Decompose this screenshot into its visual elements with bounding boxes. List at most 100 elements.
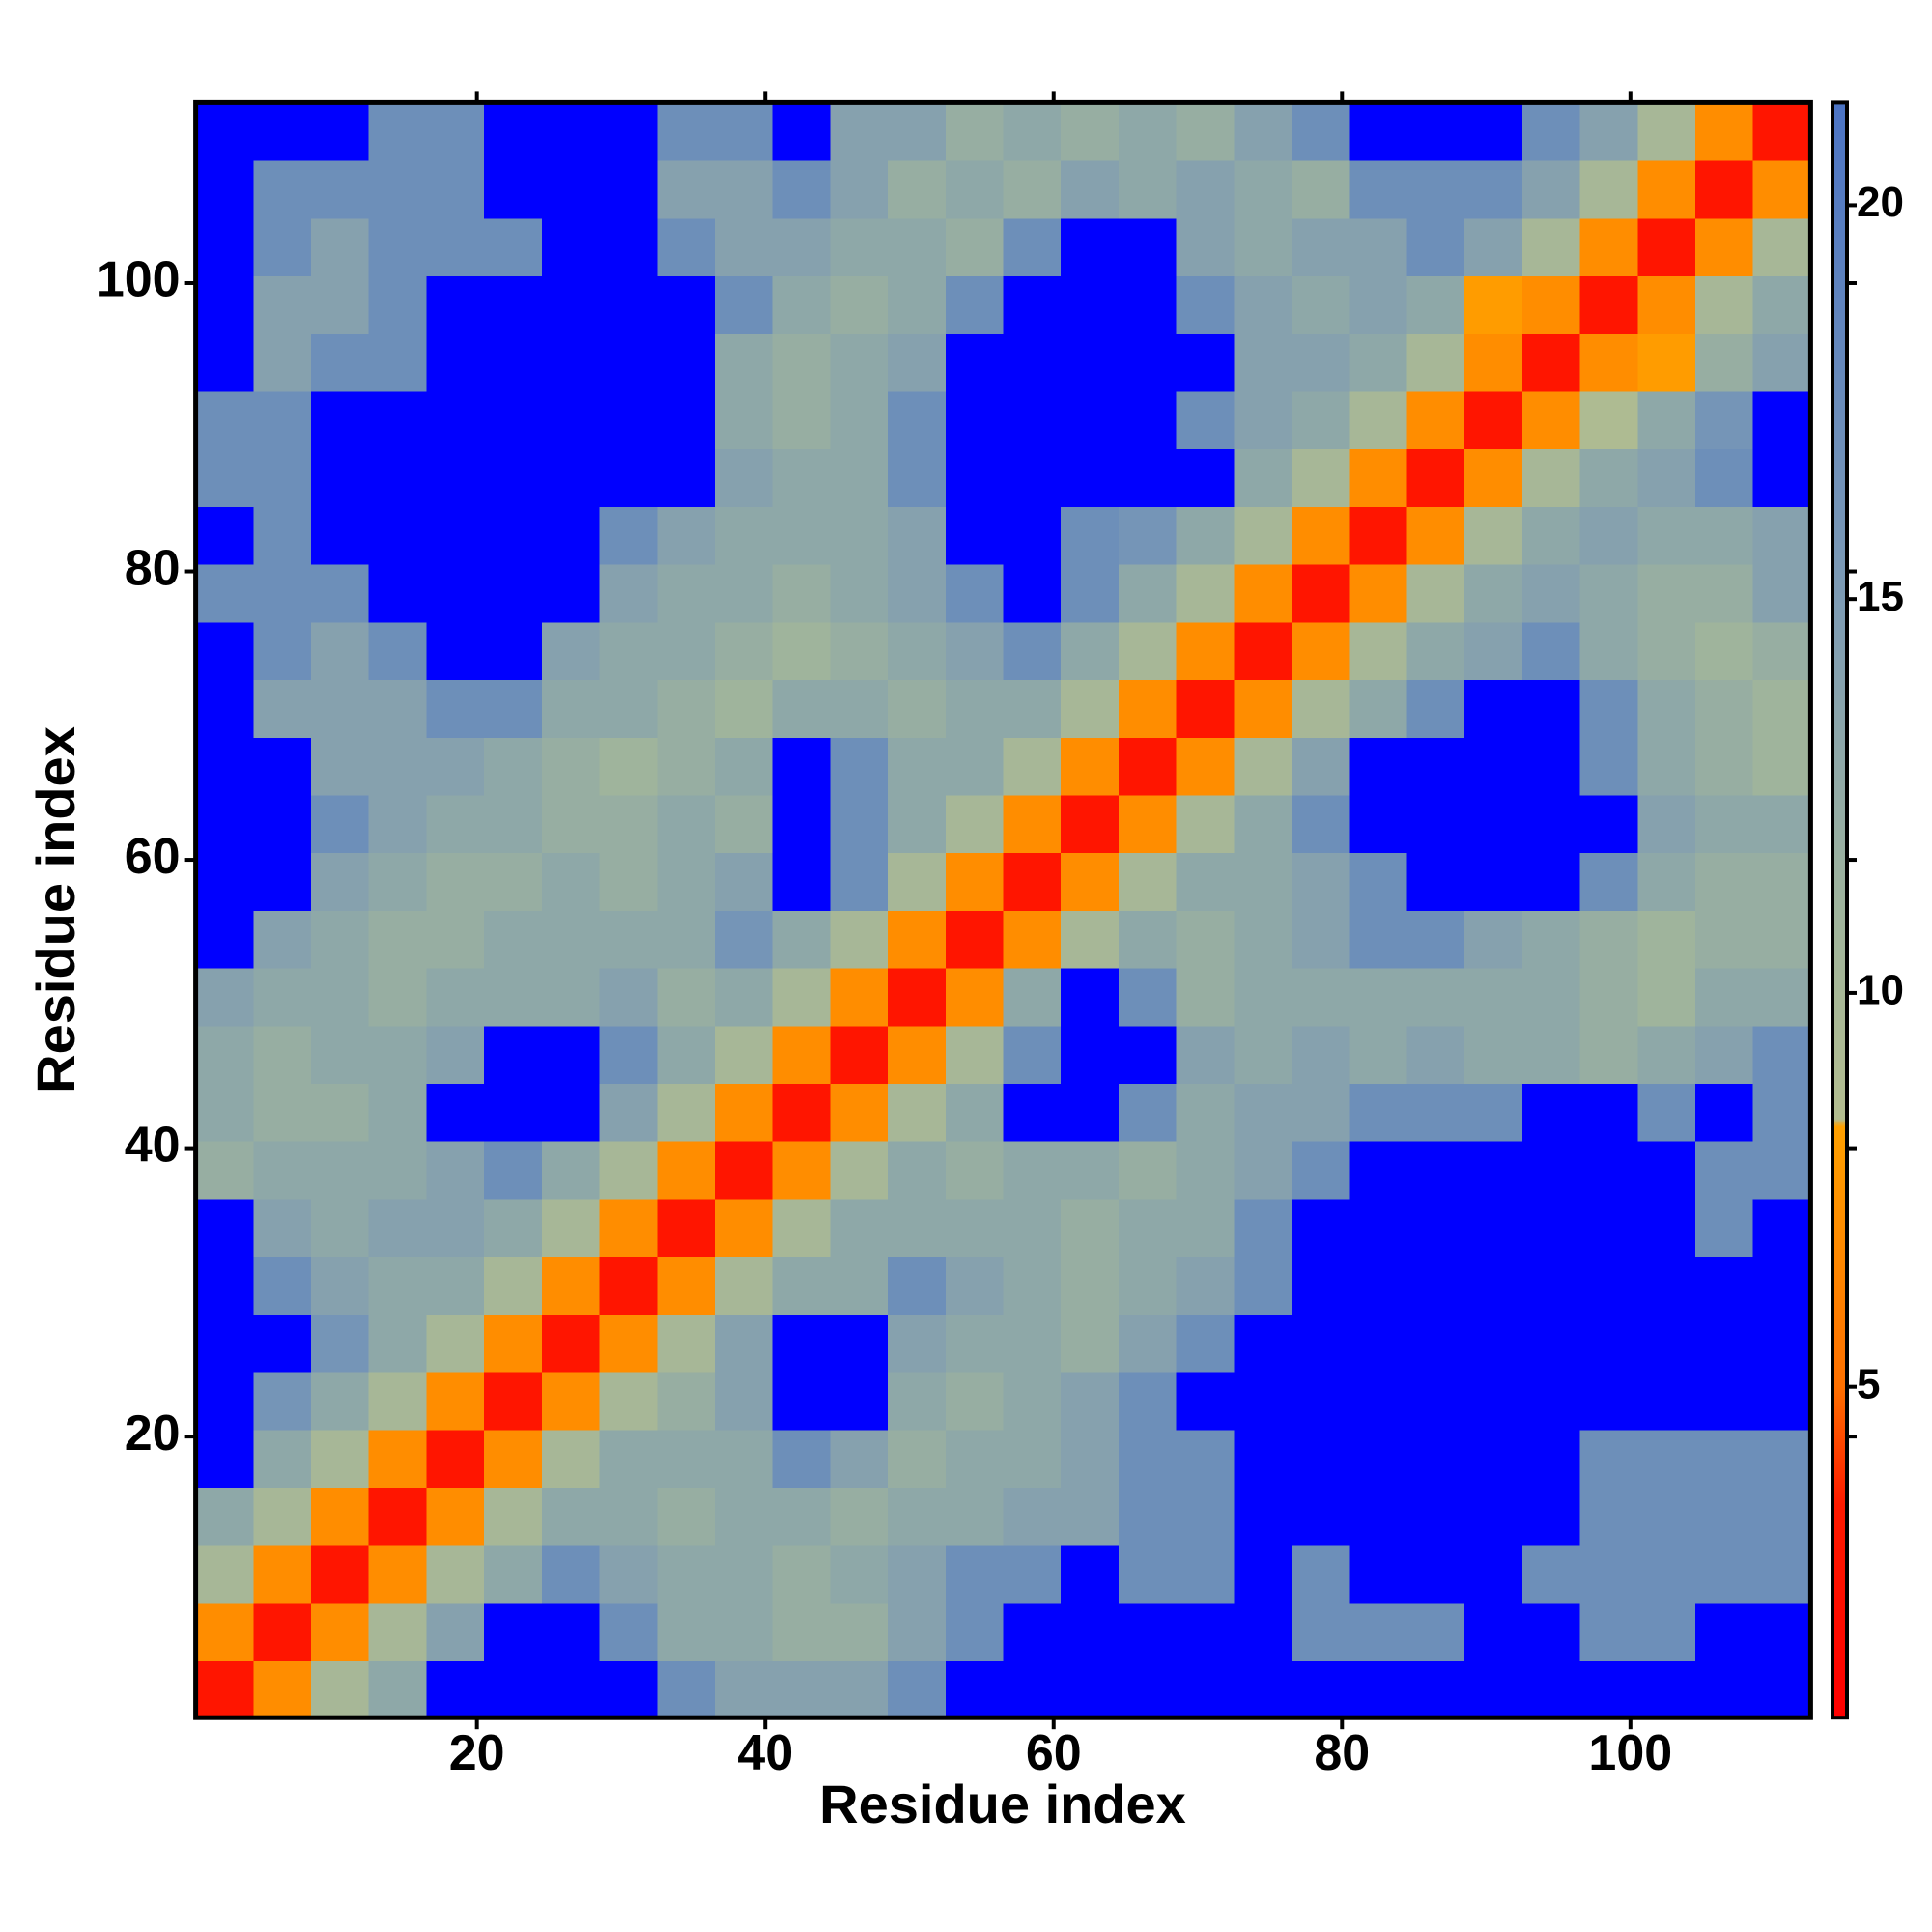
plot-frame: [193, 99, 1813, 1720]
heatmap-cell: [772, 1660, 831, 1719]
heatmap-cell: [1349, 794, 1408, 854]
heatmap-cell: [368, 217, 428, 277]
heatmap-cell: [599, 1256, 658, 1315]
heatmap-cell: [484, 564, 543, 623]
x-tick-label: 20: [449, 1725, 505, 1781]
heatmap-cell: [657, 852, 716, 911]
heatmap-cell: [657, 506, 716, 565]
heatmap-cell: [599, 1025, 658, 1085]
heatmap-cell: [1694, 910, 1754, 969]
heatmap-cell: [484, 1141, 543, 1200]
heatmap-cell: [714, 217, 774, 277]
heatmap-cell: [484, 910, 543, 969]
heatmap-cell: [253, 1602, 312, 1662]
heatmap-cell: [1118, 506, 1178, 565]
heatmap-cell: [1234, 1025, 1293, 1085]
heatmap-cell: [945, 1141, 1005, 1200]
heatmap-cell: [1752, 1487, 1811, 1546]
heatmap-cell: [1118, 1256, 1178, 1315]
heatmap-cell: [1061, 1660, 1120, 1719]
heatmap-cell: [1752, 1429, 1811, 1488]
heatmap-cell: [945, 1198, 1005, 1258]
heatmap-cell: [1637, 621, 1696, 681]
heatmap-cell: [1234, 1371, 1293, 1431]
heatmap-cell: [830, 1487, 889, 1546]
heatmap-cell: [1752, 737, 1811, 796]
heatmap-cell: [1752, 506, 1811, 565]
heatmap-cell: [1176, 102, 1235, 161]
heatmap-cell: [1003, 1429, 1062, 1488]
heatmap-cell: [1349, 564, 1408, 623]
heatmap-cell: [195, 506, 254, 565]
heatmap-cell: [311, 564, 370, 623]
heatmap-cell: [541, 1314, 601, 1373]
heatmap-cell: [1349, 1487, 1408, 1546]
heatmap-cell: [253, 390, 312, 450]
heatmap-cell: [1118, 275, 1178, 334]
heatmap-cell: [657, 910, 716, 969]
heatmap-cell: [195, 852, 254, 911]
heatmap-cell: [1694, 160, 1754, 219]
heatmap-cell: [1637, 217, 1696, 277]
heatmap-cell: [426, 1602, 485, 1662]
heatmap-cell: [1521, 160, 1581, 219]
heatmap-cell: [1579, 1141, 1638, 1200]
heatmap-cell: [1694, 1083, 1754, 1142]
heatmap-cell: [714, 1660, 774, 1719]
heatmap-cell: [1118, 1487, 1178, 1546]
heatmap-cell: [1292, 1545, 1350, 1604]
heatmap-cell: [1003, 1256, 1062, 1315]
heatmap-cell: [1118, 217, 1178, 277]
heatmap-cell: [195, 1141, 254, 1200]
heatmap-cell: [1061, 910, 1120, 969]
heatmap-cell: [772, 1083, 831, 1142]
heatmap-cell: [368, 910, 428, 969]
heatmap-cell: [1349, 1429, 1408, 1488]
heatmap-cell: [1464, 910, 1523, 969]
heatmap-cell: [1752, 852, 1811, 911]
heatmap-cell: [195, 1314, 254, 1373]
heatmap-cell: [599, 1141, 658, 1200]
heatmap-cell: [1176, 1256, 1235, 1315]
heatmap-cell: [1118, 1429, 1178, 1488]
heatmap-cell: [1464, 1429, 1523, 1488]
heatmap-cell: [426, 1025, 485, 1085]
heatmap-cell: [1292, 1429, 1350, 1488]
colorbar-tick-label: 20: [1857, 179, 1904, 226]
heatmap-cell: [426, 1198, 485, 1258]
heatmap-cell: [888, 794, 947, 854]
heatmap-cell: [311, 1198, 370, 1258]
heatmap-cell: [1521, 1371, 1581, 1431]
heatmap-cell: [1579, 390, 1638, 450]
heatmap-cell: [1003, 1371, 1062, 1431]
heatmap-cell: [714, 564, 774, 623]
heatmap-cell: [1464, 217, 1523, 277]
heatmap-cell: [311, 333, 370, 392]
heatmap-cell: [541, 217, 601, 277]
heatmap-cell: [1637, 333, 1696, 392]
heatmap-cell: [888, 621, 947, 681]
heatmap-cell: [657, 1198, 716, 1258]
heatmap-cell: [1349, 506, 1408, 565]
heatmap-cell: [945, 390, 1005, 450]
heatmap-cell: [1464, 621, 1523, 681]
heatmap-cell: [195, 1429, 254, 1488]
heatmap-cell: [253, 621, 312, 681]
heatmap-cell: [1234, 968, 1293, 1027]
heatmap-cell: [945, 333, 1005, 392]
heatmap-cell: [945, 968, 1005, 1027]
heatmap-cell: [541, 852, 601, 911]
heatmap-cell: [426, 1487, 485, 1546]
heatmap-cell: [1003, 968, 1062, 1027]
heatmap-cell: [1061, 1371, 1120, 1431]
heatmap-cell: [1694, 448, 1754, 507]
heatmap-cell: [599, 1371, 658, 1431]
x-tick-label: 60: [1026, 1725, 1082, 1781]
heatmap-cell: [830, 968, 889, 1027]
heatmap-cell: [368, 275, 428, 334]
heatmap-cell: [1061, 506, 1120, 565]
heatmap-cell: [541, 1256, 601, 1315]
heatmap-cell: [1579, 621, 1638, 681]
heatmap-cell: [195, 390, 254, 450]
heatmap-cell: [311, 1256, 370, 1315]
